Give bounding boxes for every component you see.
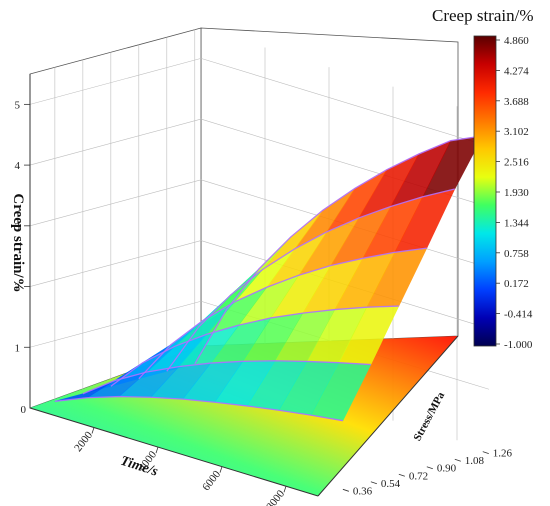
y-tick-mark	[482, 451, 489, 455]
y-tick-mark	[426, 466, 433, 470]
colorbar-tick-label: -0.414	[504, 309, 533, 321]
z-axis-title: Creep strain/%	[10, 193, 26, 292]
stress-curve	[54, 395, 343, 422]
colorbar-title: Creep strain/%	[432, 6, 534, 25]
time-axis-line	[29, 407, 319, 497]
stress-axis-line	[317, 335, 459, 497]
colorbar-ticks: 4.860 4.274 3.688 3.102 2.516 1.930 1.344 0.758…	[496, 35, 533, 351]
x-tick-label: 8000	[264, 488, 287, 506]
y-tick-label: 0.54	[381, 478, 401, 490]
stress-curve	[166, 188, 455, 372]
y-axis-title: Stress/MPa	[411, 390, 447, 443]
y-tick-label: 1.26	[493, 448, 513, 460]
y-tick-label: 1.08	[465, 455, 485, 467]
colorbar-tick-label: 1.930	[504, 187, 529, 199]
colorbar-tick-label: 0.172	[504, 278, 529, 290]
stress-curve	[194, 135, 483, 365]
y-tick-mark	[398, 473, 405, 477]
x-tick-mark	[283, 486, 287, 493]
y-tick-mark	[454, 458, 461, 462]
colorbar-tick-label: 4.274	[504, 65, 529, 77]
z-tick-label: 3	[15, 221, 21, 233]
y-tick-label: 0.36	[353, 485, 373, 497]
colorbar	[473, 35, 497, 347]
gridline-z	[29, 300, 202, 348]
stress-curves	[54, 135, 483, 422]
x-tick-mark	[219, 466, 223, 473]
z-tick-label: 5	[15, 99, 21, 111]
gridline-z	[29, 58, 202, 105]
gridline-z	[29, 179, 202, 227]
z-tick-label: 2	[15, 282, 21, 294]
z-tick-label: 1	[15, 342, 21, 354]
colorbar-tick-label: -1.000	[504, 339, 533, 351]
gridline-z	[29, 240, 202, 287]
stress-curve	[138, 247, 427, 380]
x-tick-mark	[155, 446, 159, 454]
colorbar-tick-label: 3.688	[504, 96, 529, 108]
y-tick-label: 0.90	[437, 463, 457, 475]
front-edges	[29, 74, 459, 497]
y-tick-mark	[370, 481, 377, 485]
gridline-z	[200, 58, 490, 147]
origin-tick-label: 0	[21, 404, 27, 416]
colorbar-tick-label: 1.344	[504, 217, 529, 229]
z-tick-label: 4	[15, 160, 21, 172]
stress-curve	[110, 305, 399, 387]
x-tick-mark	[91, 427, 95, 434]
y-tick-label: 0.72	[409, 470, 428, 482]
gridline-z	[29, 118, 202, 166]
colorbar-tick-label: 0.758	[504, 248, 529, 260]
colorbar-tick-label: 2.516	[504, 157, 529, 169]
colorbar-tick-label: 3.102	[504, 126, 529, 138]
y-tick-mark	[342, 488, 349, 492]
stress-curve	[82, 360, 371, 395]
colorbar-tick-label: 4.860	[504, 35, 529, 47]
